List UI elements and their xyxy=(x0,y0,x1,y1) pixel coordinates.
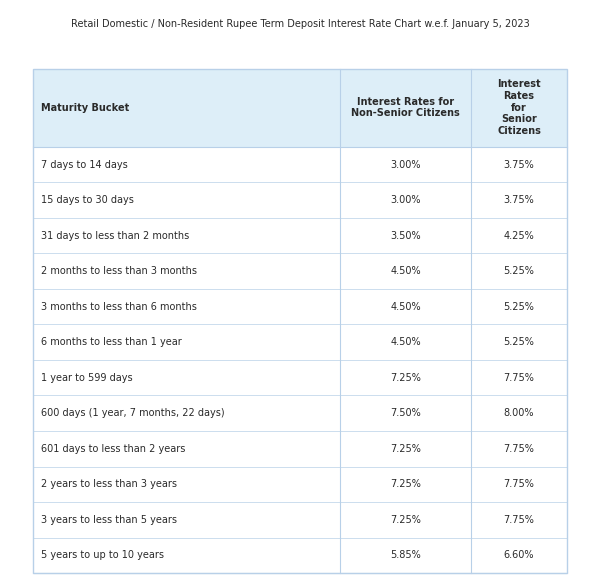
Text: 4.50%: 4.50% xyxy=(390,302,421,312)
Text: 5.25%: 5.25% xyxy=(503,337,535,347)
Text: 7.75%: 7.75% xyxy=(503,373,535,383)
Text: 3.75%: 3.75% xyxy=(503,195,535,205)
Text: 5 years to up to 10 years: 5 years to up to 10 years xyxy=(41,550,164,560)
Text: 5.25%: 5.25% xyxy=(503,266,535,276)
Text: 7.25%: 7.25% xyxy=(390,373,421,383)
Text: 7.25%: 7.25% xyxy=(390,479,421,489)
Text: 7.50%: 7.50% xyxy=(390,408,421,418)
Text: 7 days to 14 days: 7 days to 14 days xyxy=(41,159,128,169)
Text: 7.25%: 7.25% xyxy=(390,515,421,525)
Text: 4.50%: 4.50% xyxy=(390,337,421,347)
Text: Retail Domestic / Non-Resident Rupee Term Deposit Interest Rate Chart w.e.f. Jan: Retail Domestic / Non-Resident Rupee Ter… xyxy=(71,19,529,29)
Text: 2 months to less than 3 months: 2 months to less than 3 months xyxy=(41,266,197,276)
Text: 3 months to less than 6 months: 3 months to less than 6 months xyxy=(41,302,197,312)
Text: 6.60%: 6.60% xyxy=(503,550,534,560)
Text: 3.00%: 3.00% xyxy=(390,159,421,169)
Text: 8.00%: 8.00% xyxy=(503,408,534,418)
Text: 31 days to less than 2 months: 31 days to less than 2 months xyxy=(41,230,189,241)
Text: Maturity Bucket: Maturity Bucket xyxy=(41,103,129,113)
Text: 4.50%: 4.50% xyxy=(390,266,421,276)
Text: 600 days (1 year, 7 months, 22 days): 600 days (1 year, 7 months, 22 days) xyxy=(41,408,224,418)
Text: 1 year to 599 days: 1 year to 599 days xyxy=(41,373,133,383)
Text: 4.25%: 4.25% xyxy=(503,230,535,241)
Text: 2 years to less than 3 years: 2 years to less than 3 years xyxy=(41,479,177,489)
Text: 3.00%: 3.00% xyxy=(390,195,421,205)
Text: 7.75%: 7.75% xyxy=(503,515,535,525)
Text: 7.25%: 7.25% xyxy=(390,444,421,454)
Text: Interest
Rates
for
Senior
Citizens: Interest Rates for Senior Citizens xyxy=(497,80,541,136)
Text: 3.50%: 3.50% xyxy=(390,230,421,241)
Text: 7.75%: 7.75% xyxy=(503,479,535,489)
Text: 6 months to less than 1 year: 6 months to less than 1 year xyxy=(41,337,182,347)
Text: 601 days to less than 2 years: 601 days to less than 2 years xyxy=(41,444,185,454)
Text: Interest Rates for
Non-Senior Citizens: Interest Rates for Non-Senior Citizens xyxy=(351,97,460,118)
Text: 3 years to less than 5 years: 3 years to less than 5 years xyxy=(41,515,177,525)
Text: 15 days to 30 days: 15 days to 30 days xyxy=(41,195,134,205)
Bar xyxy=(33,69,567,146)
Text: 3.75%: 3.75% xyxy=(503,159,535,169)
Text: 5.25%: 5.25% xyxy=(503,302,535,312)
Text: 5.85%: 5.85% xyxy=(390,550,421,560)
Text: 7.75%: 7.75% xyxy=(503,444,535,454)
Bar xyxy=(33,69,567,573)
